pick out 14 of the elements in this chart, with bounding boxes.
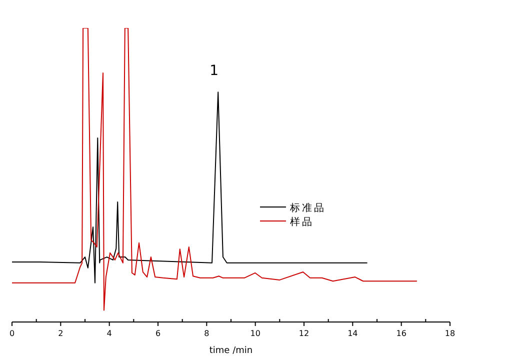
legend-label: 标准品 [289,202,326,214]
legend-label: 样品 [290,216,314,228]
x-axis-title: time /min [209,346,253,356]
annotation: 1 [210,63,219,80]
x-tick-label: 8 [204,329,210,338]
x-tick-label: 16 [396,329,406,338]
x-tick-label: 6 [155,329,161,338]
x-tick-label: 0 [9,329,15,338]
x-tick-label: 12 [298,329,310,338]
x-tick-label: 2 [58,329,64,338]
x-tick-label: 14 [348,329,358,338]
x-tick-label: 4 [106,329,112,338]
x-tick-label: 10 [250,329,260,338]
x-tick-label: 18 [444,329,456,338]
